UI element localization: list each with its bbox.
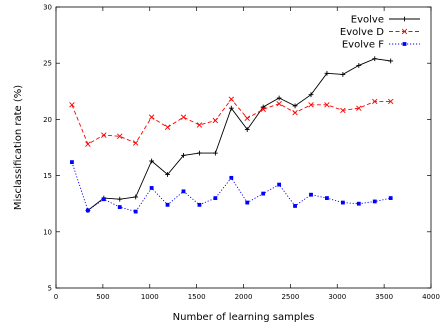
data-point [325, 196, 329, 200]
data-point [388, 196, 393, 200]
data-point [181, 189, 186, 194]
data-point [229, 175, 234, 180]
y-tick-label: 30 [43, 4, 52, 12]
x-tick-label: 2500 [281, 293, 299, 301]
data-point [244, 115, 250, 121]
data-point [340, 107, 346, 114]
data-point [324, 70, 330, 76]
data-point [228, 105, 234, 111]
data-point [117, 205, 122, 209]
x-tick-label: 4000 [422, 293, 440, 301]
legend-marker [402, 42, 407, 46]
legend-marker [402, 16, 407, 22]
series-evolve-f [70, 160, 393, 214]
data-point [388, 58, 394, 64]
data-point [149, 186, 154, 190]
data-point [70, 160, 74, 165]
data-point [132, 140, 139, 146]
data-point [213, 196, 218, 200]
data-point [387, 98, 394, 105]
x-tick-label: 2000 [235, 293, 253, 301]
data-point [196, 122, 203, 128]
data-point [276, 100, 282, 107]
data-point [149, 158, 155, 164]
data-point [69, 102, 75, 108]
data-point [260, 104, 266, 110]
data-point [340, 200, 345, 205]
data-point [372, 98, 378, 105]
x-axis-title: Number of learning samples [173, 312, 315, 323]
series-layer [69, 56, 394, 214]
data-point [180, 114, 187, 120]
y-tick-label: 5 [48, 285, 52, 293]
data-point [276, 95, 282, 101]
data-point [85, 208, 90, 213]
legend-marker [401, 28, 408, 35]
x-tick-label: 500 [96, 293, 109, 301]
y-tick-label: 20 [43, 116, 52, 124]
data-point [372, 56, 378, 62]
data-point [293, 204, 297, 208]
y-tick-label: 15 [43, 172, 52, 180]
data-point [356, 105, 362, 111]
data-point [356, 63, 362, 68]
data-point [197, 150, 202, 156]
y-tick-label: 10 [43, 228, 52, 236]
data-point [212, 117, 219, 124]
data-point [101, 197, 106, 202]
x-tick-label: 1000 [141, 293, 159, 301]
data-point [133, 209, 138, 214]
data-point [292, 103, 298, 109]
data-point [101, 132, 107, 138]
data-point [245, 200, 250, 205]
data-point [324, 102, 330, 108]
data-point [165, 202, 170, 207]
legend-label: Evolve D [340, 27, 384, 38]
data-point [308, 92, 314, 98]
legend-label: Evolve F [342, 40, 384, 51]
series-evolve-d [69, 96, 394, 147]
data-point [340, 72, 346, 77]
data-point [309, 192, 313, 197]
data-point [212, 150, 218, 156]
data-point [244, 127, 250, 132]
data-point [372, 199, 377, 204]
legend-label: Evolve [351, 15, 384, 26]
data-point [85, 141, 91, 147]
y-tick-label: 25 [43, 60, 52, 68]
data-point [292, 109, 298, 116]
data-point [117, 133, 123, 139]
data-point [165, 172, 170, 177]
data-point [261, 191, 266, 196]
data-point [133, 194, 139, 200]
x-tick-label: 0 [54, 293, 58, 301]
series-line [71, 161, 391, 213]
series-line [87, 58, 391, 211]
data-point [164, 124, 171, 130]
data-point [308, 102, 314, 108]
data-point [197, 202, 202, 207]
x-tick-label: 3000 [328, 293, 346, 301]
data-point [277, 182, 282, 187]
data-point [181, 152, 186, 158]
x-tick-label: 1500 [188, 293, 206, 301]
data-point [356, 201, 361, 206]
x-tick-label: 3500 [375, 293, 393, 301]
data-point [260, 106, 266, 113]
axis-ticks: 0 500 1000 1500 2000 2500 3000 3500 4000 5 10 15 20 2… [43, 4, 440, 302]
y-axis-title: Misclassification rate (%) [13, 85, 24, 210]
data-point [148, 114, 155, 120]
data-point [228, 96, 235, 102]
data-point [117, 196, 123, 202]
